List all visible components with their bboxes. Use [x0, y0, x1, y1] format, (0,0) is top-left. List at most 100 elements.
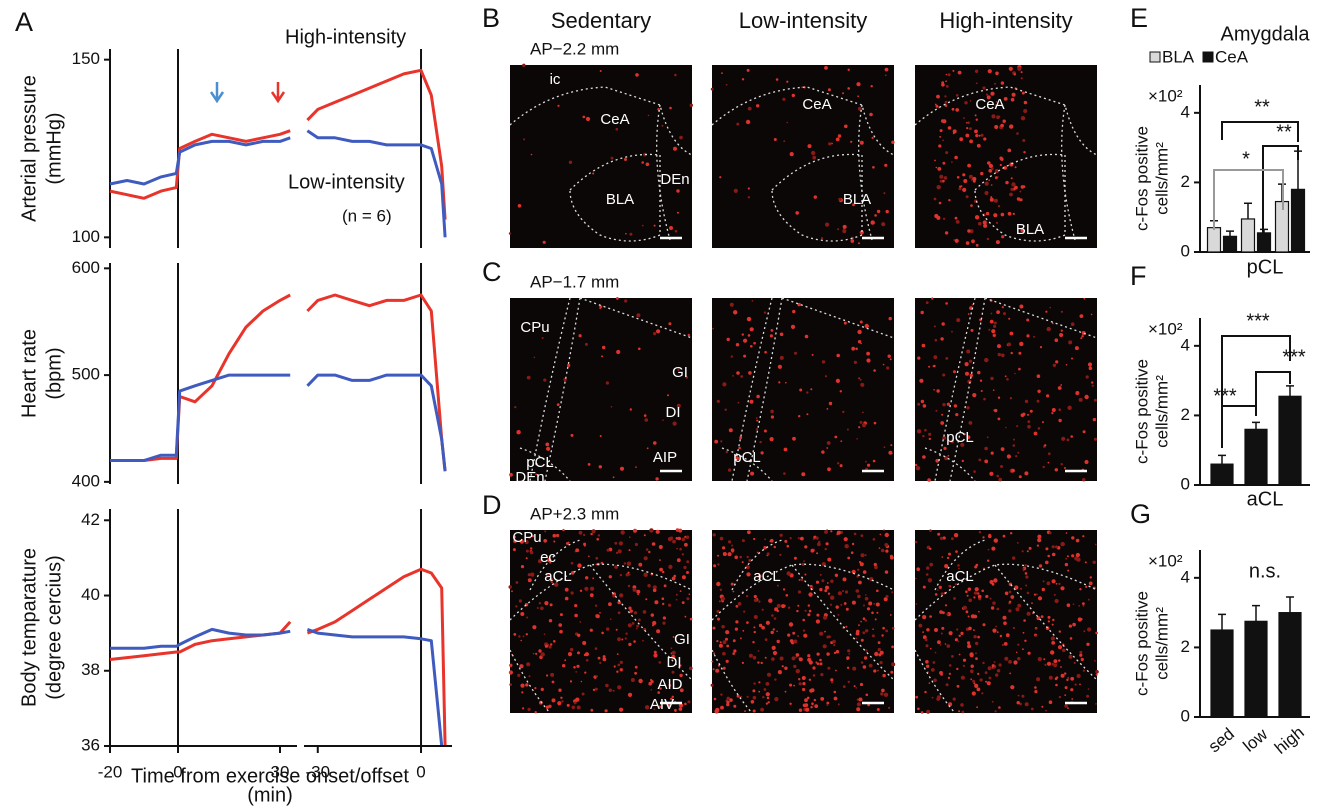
fluorescent-cell [835, 669, 837, 672]
fluorescent-cell [779, 656, 784, 661]
fluorescent-cell [805, 707, 810, 712]
fluorescent-cell [1037, 389, 1041, 393]
fluorescent-cell [983, 223, 988, 228]
fluorescent-cell [933, 678, 937, 683]
fluorescent-cell [976, 143, 981, 148]
fluorescent-cell [638, 678, 643, 684]
fluorescent-cell [981, 692, 984, 695]
fluorescent-cell [842, 92, 844, 95]
error-bar [1226, 230, 1234, 237]
fluorescent-cell [584, 671, 587, 674]
fluorescent-cell [753, 341, 756, 345]
fluorescent-cell [951, 107, 955, 111]
fluorescent-cell [872, 166, 875, 169]
fluorescent-cell [795, 653, 800, 657]
fluorescent-cell [681, 553, 685, 556]
fluorescent-cell [642, 639, 644, 642]
fluorescent-cell [1036, 374, 1041, 378]
fluorescent-cell [515, 581, 519, 584]
fluorescent-cell [520, 683, 525, 688]
fluorescent-cell [1009, 672, 1011, 675]
fluorescent-cell [689, 617, 693, 621]
fluorescent-cell [876, 669, 879, 672]
fluorescent-cell [995, 221, 999, 224]
fluorescent-cell [956, 667, 959, 671]
fluorescent-cell [847, 556, 851, 560]
fluorescent-cell [958, 653, 961, 656]
fluorescent-cell [596, 537, 599, 541]
fluorescent-cell [1082, 478, 1086, 482]
fluorescent-cell [855, 637, 858, 640]
fluorescent-cell [1067, 677, 1069, 679]
region-label: CPu [512, 529, 541, 546]
fluorescent-cell [777, 670, 782, 675]
fluorescent-cell [594, 604, 598, 607]
fluorescent-cell [590, 708, 594, 712]
fluorescent-cell [815, 580, 820, 584]
region-label: CeA [600, 111, 629, 128]
fluorescent-cell [989, 319, 994, 324]
bar [1244, 620, 1268, 718]
fluorescent-cell [950, 439, 954, 444]
fluorescent-cell [811, 150, 816, 156]
fluorescent-cell [858, 242, 860, 245]
fluorescent-cell [824, 547, 827, 551]
fluorescent-cell [1037, 596, 1043, 601]
fluorescent-cell [1011, 182, 1016, 187]
fluorescent-cell [525, 549, 529, 553]
fluorescent-cell [1004, 375, 1007, 378]
fluorescent-cell [635, 466, 637, 468]
fluorescent-cell [924, 428, 927, 432]
fluorescent-cell [1091, 381, 1094, 384]
fluorescent-cell [922, 434, 925, 438]
fluorescent-cell [795, 669, 800, 674]
fluorescent-cell [833, 644, 836, 647]
fluorescent-cell [856, 707, 861, 712]
fluorescent-cell [839, 390, 842, 393]
fluorescent-cell [787, 606, 791, 609]
fluorescent-cell [998, 663, 1002, 667]
fluorescent-cell [933, 364, 936, 368]
fluorescent-cell [562, 528, 565, 532]
fluorescent-cell [804, 334, 809, 339]
fluorescent-cell [860, 638, 864, 642]
fluorescent-cell [615, 127, 619, 131]
region-outline [711, 649, 753, 714]
fluorescent-cell [569, 680, 573, 683]
fluorescent-cell [874, 565, 878, 570]
fluorescent-cell [858, 377, 860, 379]
fluorescent-cell [1064, 686, 1068, 690]
fluorescent-cell [1052, 363, 1057, 367]
fluorescent-cell [774, 607, 779, 612]
fluorescent-cell [781, 665, 784, 668]
y-tick-label: 4 [1181, 102, 1190, 121]
fluorescent-cell [520, 639, 522, 642]
fluorescent-cell [1072, 622, 1076, 627]
fluorescent-cell [975, 657, 978, 660]
fluorescent-cell [549, 578, 554, 582]
fluorescent-cell [866, 607, 871, 611]
fluorescent-cell [534, 687, 537, 690]
fluorescent-cell [956, 628, 959, 631]
fluorescent-cell [804, 573, 807, 576]
fluorescent-cell [883, 597, 888, 602]
fluorescent-cell [842, 229, 847, 234]
fluorescent-cell [717, 563, 720, 566]
fluorescent-cell [735, 343, 740, 347]
fluorescent-cell [1071, 698, 1074, 700]
fluorescent-cell [617, 663, 621, 667]
fluorescent-cell [1047, 554, 1050, 558]
fluorescent-cell [793, 664, 797, 669]
fluorescent-cell [979, 379, 983, 382]
fluorescent-cell [883, 192, 886, 195]
fluorescent-cell [655, 477, 659, 481]
fluorescent-cell [671, 654, 676, 659]
fluorescent-cell [997, 352, 1001, 357]
fluorescent-cell [616, 297, 619, 300]
fluorescent-cell [970, 664, 974, 668]
fluorescent-cell [710, 683, 714, 687]
fluorescent-cell [523, 138, 526, 141]
fluorescent-cell [922, 615, 927, 620]
fluorescent-cell [610, 406, 613, 408]
fluorescent-cell [851, 542, 855, 546]
